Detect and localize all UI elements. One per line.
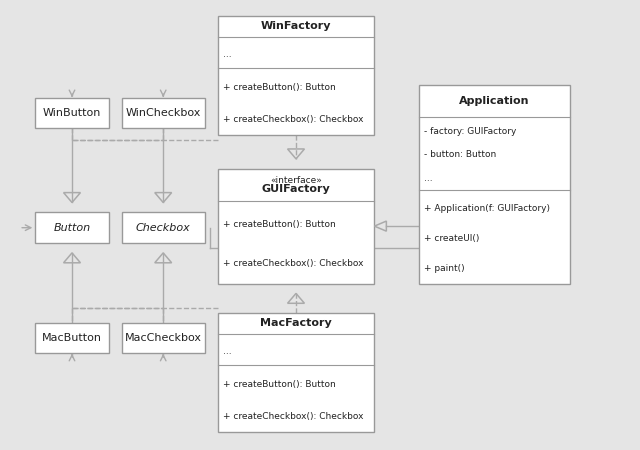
Text: Button: Button xyxy=(53,223,91,233)
Text: + createUI(): + createUI() xyxy=(424,234,480,243)
Bar xyxy=(35,212,109,243)
Text: + createButton(): Button: + createButton(): Button xyxy=(223,83,335,92)
Text: WinCheckbox: WinCheckbox xyxy=(125,108,201,118)
Bar xyxy=(122,98,205,128)
Text: - factory: GUIFactory: - factory: GUIFactory xyxy=(424,127,516,136)
Text: + createCheckbox(): Checkbox: + createCheckbox(): Checkbox xyxy=(223,412,364,421)
Bar xyxy=(218,169,374,284)
Bar xyxy=(35,98,109,128)
Text: + createCheckbox(): Checkbox: + createCheckbox(): Checkbox xyxy=(223,259,364,268)
Text: WinButton: WinButton xyxy=(43,108,101,118)
Text: ...: ... xyxy=(424,174,433,183)
Text: MacButton: MacButton xyxy=(42,333,102,343)
Text: + paint(): + paint() xyxy=(424,264,465,273)
Text: + createButton(): Button: + createButton(): Button xyxy=(223,220,335,229)
Text: WinFactory: WinFactory xyxy=(260,22,332,32)
Bar xyxy=(122,212,205,243)
Text: Application: Application xyxy=(459,96,530,106)
Bar xyxy=(122,323,205,353)
Text: Checkbox: Checkbox xyxy=(136,223,191,233)
Text: «interface»: «interface» xyxy=(270,176,322,185)
Text: - button: Button: - button: Button xyxy=(424,150,497,159)
Bar xyxy=(35,323,109,353)
Text: + createButton(): Button: + createButton(): Button xyxy=(223,380,335,389)
Text: + createCheckbox(): Checkbox: + createCheckbox(): Checkbox xyxy=(223,115,364,124)
Text: GUIFactory: GUIFactory xyxy=(262,184,330,194)
Bar xyxy=(218,16,374,135)
Bar xyxy=(419,86,570,284)
Text: ...: ... xyxy=(223,50,231,58)
Bar xyxy=(218,313,374,432)
Text: MacCheckbox: MacCheckbox xyxy=(125,333,202,343)
Text: + Application(f: GUIFactory): + Application(f: GUIFactory) xyxy=(424,204,550,213)
Text: MacFactory: MacFactory xyxy=(260,319,332,328)
Text: ...: ... xyxy=(223,346,231,356)
